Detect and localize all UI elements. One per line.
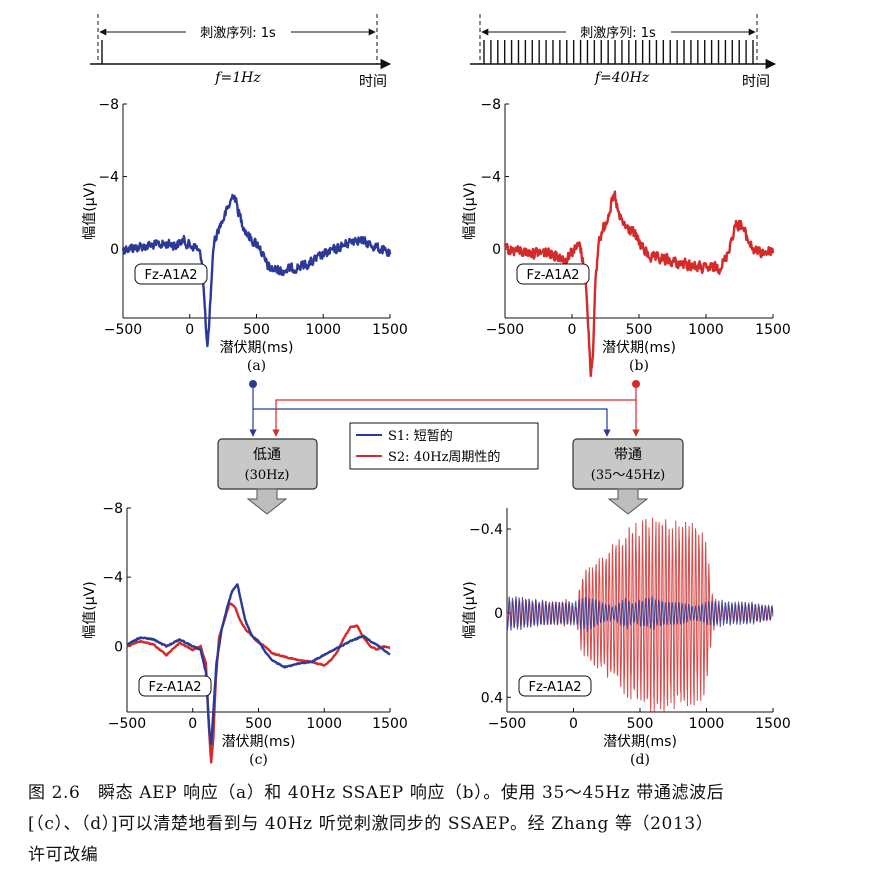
y-tick-label: 0 xyxy=(114,639,123,655)
series-line xyxy=(503,190,775,378)
time-label-left: 时间 xyxy=(359,74,387,90)
series-line xyxy=(121,193,392,348)
time-label-right: 时间 xyxy=(742,74,770,90)
x-tick-label: 500 xyxy=(626,322,653,338)
x-axis-label: 潜伏期(ms) xyxy=(603,734,677,750)
x-tick-label: −500 xyxy=(104,322,142,338)
y-axis-label: 幅值(μV) xyxy=(82,182,98,239)
chart-panel-b: −8 −4 0 −500 0 500 1000 1500 潜伏期(ms) 幅值(μV) (b) Fz-… xyxy=(462,97,791,378)
s1-source-dot xyxy=(249,380,257,388)
lowpass-cutoff: (30Hz) xyxy=(245,468,290,483)
lowpass-filter-box: 低通 (30Hz) xyxy=(217,438,318,515)
x-tick-label: −500 xyxy=(108,716,146,732)
x-tick-label: 1000 xyxy=(688,322,724,338)
x-tick-label: −500 xyxy=(486,322,524,338)
bandpass-label: 带通 xyxy=(614,447,642,463)
chart-panel-a: −8 −4 0 −500 0 500 1000 1500 潜伏期(ms) 幅值(μV) (a) Fz-… xyxy=(82,97,408,374)
x-tick-label: 500 xyxy=(243,322,270,338)
channel-label-box xyxy=(518,675,592,697)
x-axis-label: 潜伏期(ms) xyxy=(220,340,294,356)
y-tick-label: −8 xyxy=(480,97,501,113)
channel-label: Fz-A1A2 xyxy=(526,268,579,283)
y-tick-label: −4 xyxy=(98,170,119,186)
figure-caption: 图 2.6 瞬态 AEP 响应（a）和 40Hz SSAEP 响应（b）。使用 … xyxy=(28,778,858,871)
y-tick-label: 0 xyxy=(110,242,119,258)
x-tick-label: 1000 xyxy=(305,322,341,338)
x-tick-label: 500 xyxy=(627,716,654,732)
s1-to-bandpass xyxy=(253,408,611,437)
y-tick-label: 0 xyxy=(494,606,503,622)
channel-label: Fz-A1A2 xyxy=(144,268,197,283)
lowpass-down-arrow xyxy=(246,488,288,515)
y-tick-label: −8 xyxy=(98,97,119,113)
series-line xyxy=(506,595,774,633)
channel-label-box xyxy=(134,263,208,285)
x-tick-label: 0 xyxy=(185,322,194,338)
duration-label-left: 刺激序列: 1s xyxy=(200,26,276,41)
legend-label-s1: S1: 短暂的 xyxy=(388,428,453,444)
x-axis-label: 潜伏期(ms) xyxy=(602,340,676,356)
x-tick-label: −500 xyxy=(488,716,526,732)
series-line xyxy=(126,583,391,746)
duration-label-right: 刺激序列: 1s xyxy=(580,26,656,41)
x-tick-label: 1000 xyxy=(689,716,725,732)
panel-label: (d) xyxy=(630,752,650,768)
channel-label-box xyxy=(138,675,212,697)
y-axis-label: 幅值(μV) xyxy=(462,182,478,239)
figure-2-6: 刺激序列: 1s f=1Hz 时间 刺激序列: 1s f=40Hz 时间 −8−… xyxy=(82,14,791,768)
y-axis-label: 幅值(μV) xyxy=(82,581,98,638)
x-tick-label: 1500 xyxy=(755,716,791,732)
bandpass-range: (35～45Hz) xyxy=(591,468,665,483)
y-tick-label: −0.4 xyxy=(469,522,503,538)
panel-label: (c) xyxy=(249,752,268,768)
caption-line-3: 许可改编 xyxy=(28,845,99,865)
y-tick-label: −4 xyxy=(480,170,501,186)
x-tick-label: 0 xyxy=(188,716,197,732)
freq-label-right: f=40Hz xyxy=(594,70,650,86)
flow-connectors xyxy=(249,380,640,437)
lowpass-label: 低通 xyxy=(253,447,281,463)
channel-label-box xyxy=(516,263,590,285)
freq-label-left: f=1Hz xyxy=(214,70,261,86)
pulse-train-right xyxy=(483,40,754,64)
chart-panel-c: −8 −4 0 −500 0 500 1000 1500 潜伏期(ms) 幅值(μV) (c) Fz-… xyxy=(82,501,408,768)
x-tick-label: 500 xyxy=(245,716,272,732)
y-tick-label: −4 xyxy=(102,570,123,586)
x-tick-label: 1500 xyxy=(755,322,791,338)
y-tick-label: 0.4 xyxy=(481,690,503,706)
x-tick-label: 1500 xyxy=(372,322,408,338)
stimulus-right: 刺激序列: 1s f=40Hz 时间 xyxy=(470,14,777,90)
x-tick-label: 0 xyxy=(568,322,577,338)
panel-label: (b) xyxy=(629,358,649,374)
legend-label-s2: S2: 40Hz周期性的 xyxy=(388,449,500,465)
x-tick-label: 1500 xyxy=(372,716,408,732)
x-tick-label: 1000 xyxy=(306,716,342,732)
panel-label: (a) xyxy=(247,358,266,374)
x-axis-label: 潜伏期(ms) xyxy=(222,734,296,750)
s2-to-lowpass xyxy=(272,399,636,437)
channel-label: Fz-A1A2 xyxy=(528,680,581,695)
y-axis-label: 幅值(μV) xyxy=(462,581,478,638)
channel-label: Fz-A1A2 xyxy=(148,680,201,695)
y-tick-label: 0 xyxy=(492,242,501,258)
stimulus-left: 刺激序列: 1s f=1Hz 时间 xyxy=(90,14,392,90)
legend: S1: 短暂的 S2: 40Hz周期性的 xyxy=(349,422,539,470)
y-tick-label: −8 xyxy=(102,501,123,517)
bandpass-filter-box: 带通 (35～45Hz) xyxy=(572,438,684,515)
bandpass-down-arrow xyxy=(607,488,649,515)
x-tick-label: 0 xyxy=(569,716,578,732)
chart-panel-d: −0.4 0 0.4 −500 0 500 1000 1500 潜伏期(ms) 幅值(μV) (d)… xyxy=(462,508,791,768)
caption-line-2: [（c）、（d）]可以清楚地看到与 40Hz 听觉刺激同步的 SSAEP。经 Z… xyxy=(28,814,714,834)
s2-source-dot xyxy=(632,380,640,388)
caption-line-1: 图 2.6 瞬态 AEP 响应（a）和 40Hz SSAEP 响应（b）。使用 … xyxy=(28,783,725,803)
